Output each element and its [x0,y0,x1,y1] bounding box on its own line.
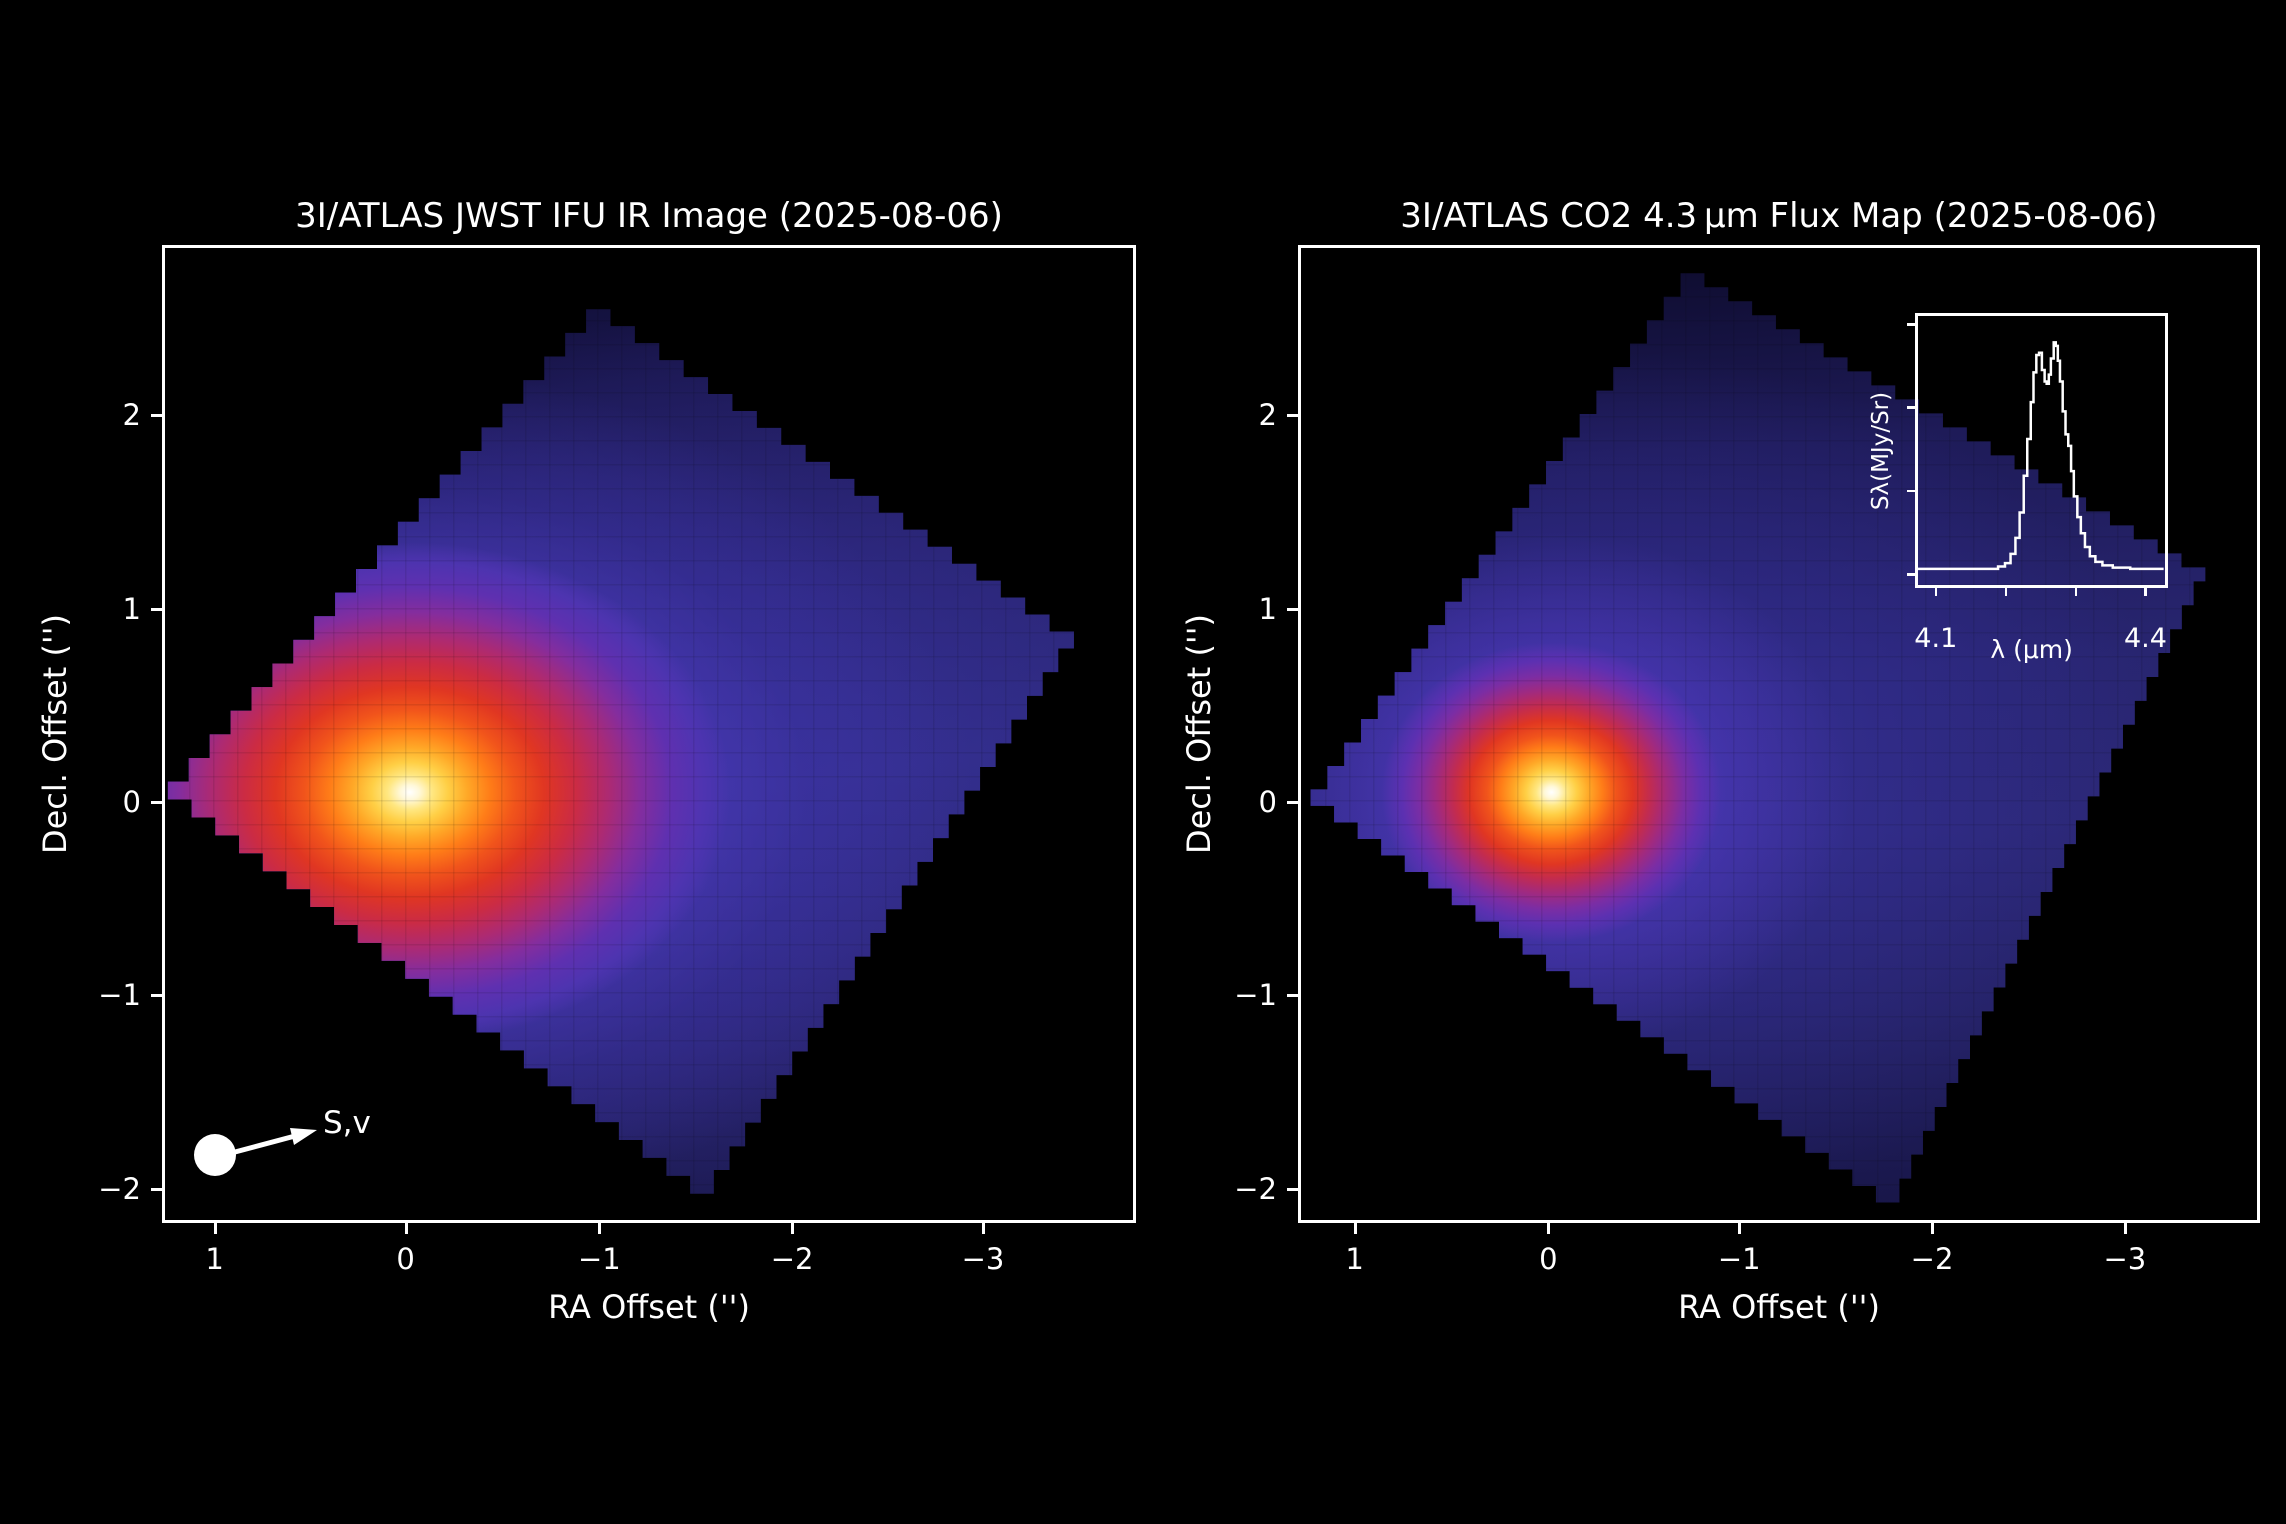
inset-x-tick [2144,585,2147,596]
y-tick [1287,801,1301,805]
x-tick-label: −1 [577,1242,621,1276]
y-tick-label: 0 [1258,785,1277,820]
x-tick-label: −1 [1717,1242,1761,1276]
left-y-axis-label-box: Decl. Offset ('') [25,248,85,1220]
inset-x-tick [1934,585,1938,596]
y-tick-label: 1 [122,591,141,626]
y-tick-label: −1 [98,978,141,1013]
sun-velocity-label: S,v [323,1105,371,1141]
x-tick-label: 1 [205,1242,224,1276]
co2-spectrum-inset: 4.1 4.4 λ (μm) Sλ(MJy/Sr) [1868,313,2168,664]
right-y-axis-label-box: Decl. Offset ('') [1169,248,1229,1220]
y-tick [1287,414,1301,418]
x-tick [1931,1220,1935,1234]
x-tick-label: 0 [396,1242,415,1276]
x-tick [981,1220,985,1234]
sun-velocity-arrow-icon [194,1128,317,1176]
x-tick-label: −2 [1910,1242,1954,1276]
inset-y-tick [1907,573,1918,576]
y-tick-label: −2 [1234,1171,1277,1206]
y-tick [151,801,165,805]
inset-y-tick [1907,406,1918,409]
x-tick [1738,1220,1742,1234]
left-y-axis-label: Decl. Offset ('') [36,613,74,855]
x-tick [1547,1220,1551,1234]
y-tick-label: 2 [1258,398,1277,433]
inset-y-axis-label-box: Sλ(MJy/Sr) [1858,316,1904,585]
right-panel-plot: 1 0 −1 −2 −3 2 1 0 −1 −2 RA Offset ('') … [1180,245,2260,1326]
x-tick [2123,1220,2127,1234]
inset-y-axis-label: Sλ(MJy/Sr) [1868,391,1895,510]
inset-y-tick [1907,323,1918,326]
right-panel-title: 3I/ATLAS CO2 4.3 μm Flux Map (2025-08-06… [1400,196,2158,236]
x-tick-label: −3 [961,1242,1005,1276]
left-panel-plot: 1 0 −1 −2 −3 2 1 0 −1 −2 RA Offset ('') … [36,245,1136,1326]
x-tick [404,1220,408,1234]
left-x-axis-label: RA Offset ('') [548,1288,750,1326]
x-tick-label: 1 [1345,1242,1364,1276]
y-tick-label: 0 [122,785,141,820]
inset-y-tick [1907,489,1918,493]
x-tick [791,1220,795,1234]
inset-x-tick-label: 4.4 [2124,623,2167,654]
left-ifu-footprint-heatmap [167,309,1074,1194]
left-panel-title: 3I/ATLAS JWST IFU IR Image (2025-08-06) [295,196,1003,236]
x-tick-label: 0 [1539,1242,1558,1276]
y-tick [151,607,165,611]
y-tick [151,1187,165,1191]
right-y-axis-label: Decl. Offset ('') [1180,613,1218,855]
inset-x-tick-label: 4.1 [1914,623,1958,654]
x-tick [213,1220,217,1234]
x-tick-label: −2 [770,1242,814,1276]
y-tick [1287,607,1301,611]
x-tick [598,1220,602,1234]
y-tick-label: −1 [1234,978,1277,1013]
x-tick-label: −3 [2103,1242,2147,1276]
y-tick [1287,1187,1301,1191]
inset-x-tick [2004,585,2008,596]
inset-x-tick [2074,585,2078,596]
y-tick-label: −2 [98,1171,141,1206]
right-x-axis-label: RA Offset ('') [1678,1288,1880,1326]
y-tick [151,414,165,418]
inset-x-axis-label: λ (μm) [1990,635,2073,664]
y-tick [151,994,165,998]
co2-spectrum-line-chart [1918,316,2165,585]
y-tick-label: 1 [1258,591,1277,626]
y-tick-label: 2 [122,398,141,433]
y-tick [1287,994,1301,998]
x-tick [1353,1220,1357,1234]
